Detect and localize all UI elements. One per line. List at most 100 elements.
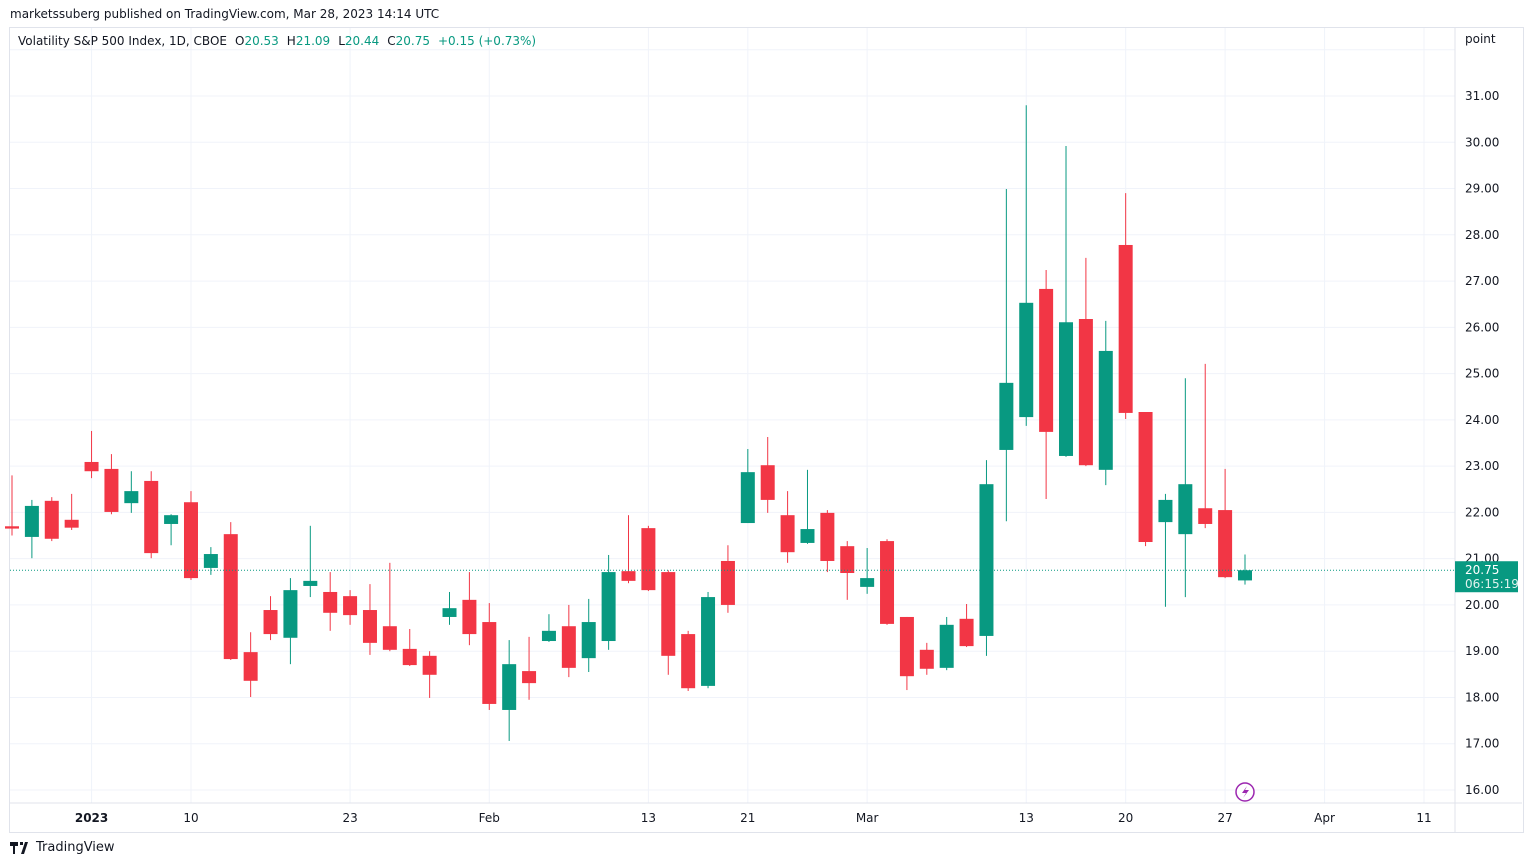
candle[interactable]: [999, 188, 1014, 522]
candle-body: [422, 655, 437, 675]
candle[interactable]: [1118, 193, 1133, 419]
candle[interactable]: [303, 525, 318, 598]
candle[interactable]: [323, 572, 338, 631]
low-label: L: [338, 34, 345, 48]
candle-body: [1039, 288, 1054, 432]
y-tick-label: 27.00: [1465, 274, 1499, 288]
candle[interactable]: [223, 522, 238, 660]
candle[interactable]: [402, 628, 417, 667]
candle-body: [1059, 322, 1074, 456]
candle[interactable]: [681, 630, 696, 691]
candle[interactable]: [1078, 257, 1093, 467]
last-price-badge: [1455, 561, 1518, 593]
candle[interactable]: [84, 430, 99, 479]
candle[interactable]: [44, 497, 59, 542]
candle[interactable]: [820, 510, 835, 573]
last-price-value: 20.75: [1465, 563, 1499, 577]
candle[interactable]: [442, 591, 457, 625]
candle[interactable]: [1198, 363, 1213, 529]
candle[interactable]: [720, 545, 735, 613]
candle[interactable]: [243, 632, 258, 698]
candle[interactable]: [1138, 412, 1153, 547]
tradingview-logo[interactable]: TradingView: [10, 840, 115, 855]
candle[interactable]: [5, 475, 19, 536]
candle[interactable]: [1098, 320, 1113, 486]
candle-body: [263, 610, 278, 635]
high-label: H: [286, 34, 296, 48]
candle[interactable]: [164, 514, 179, 546]
candle[interactable]: [183, 491, 198, 580]
candle[interactable]: [880, 539, 895, 625]
candle-body: [183, 502, 198, 579]
candle[interactable]: [502, 640, 517, 741]
candle[interactable]: [263, 596, 278, 641]
x-tick-label: 10: [183, 811, 198, 825]
candle[interactable]: [1237, 554, 1252, 585]
y-tick-label: 25.00: [1465, 367, 1499, 381]
candle-body: [1178, 484, 1193, 535]
candle[interactable]: [1059, 145, 1074, 457]
candle[interactable]: [124, 471, 139, 513]
candle[interactable]: [482, 603, 497, 710]
footer-brand: TradingView: [36, 840, 115, 855]
candle[interactable]: [780, 491, 795, 563]
candle-body: [979, 484, 994, 636]
candle[interactable]: [581, 598, 596, 673]
candle[interactable]: [661, 570, 676, 675]
candle[interactable]: [362, 584, 377, 655]
candle[interactable]: [343, 590, 358, 625]
candle[interactable]: [541, 614, 556, 642]
candle[interactable]: [800, 469, 815, 544]
candle-body: [959, 618, 974, 647]
candle-body: [860, 578, 875, 587]
high-value: 21.09: [295, 34, 331, 48]
candle-body: [243, 652, 258, 681]
y-tick-label: 29.00: [1465, 182, 1499, 196]
candle-body: [1158, 499, 1173, 523]
candle[interactable]: [203, 547, 218, 575]
candle-body: [701, 597, 716, 686]
candle[interactable]: [601, 554, 616, 650]
candle[interactable]: [701, 591, 716, 689]
candle[interactable]: [1218, 468, 1233, 579]
candle[interactable]: [1158, 493, 1173, 607]
candle[interactable]: [144, 471, 159, 559]
candle-body: [800, 529, 815, 543]
candle[interactable]: [382, 562, 397, 652]
candle[interactable]: [621, 515, 636, 584]
x-tick-label: Mar: [856, 811, 879, 825]
candle[interactable]: [64, 493, 79, 530]
lightning-bolt: [1242, 786, 1249, 798]
candle[interactable]: [1039, 269, 1054, 499]
candle[interactable]: [740, 449, 755, 524]
candle-body: [482, 622, 497, 704]
candle-body: [402, 648, 417, 666]
candle[interactable]: [979, 460, 994, 656]
candle-body: [681, 634, 696, 689]
candle[interactable]: [1019, 105, 1034, 426]
candle[interactable]: [919, 642, 934, 675]
lightning-event-icon[interactable]: [1235, 782, 1255, 802]
candle[interactable]: [760, 436, 775, 513]
candle[interactable]: [24, 499, 39, 559]
candle[interactable]: [641, 525, 656, 592]
close-label: C: [387, 34, 396, 48]
candle-body: [601, 572, 616, 642]
candle[interactable]: [462, 572, 477, 646]
candle-body: [561, 626, 576, 668]
candle[interactable]: [860, 548, 875, 594]
candle-body: [343, 596, 358, 616]
candle-body: [1237, 570, 1252, 581]
candle[interactable]: [522, 636, 537, 700]
candle[interactable]: [939, 616, 954, 671]
candle[interactable]: [899, 616, 914, 691]
candle-body: [999, 382, 1014, 450]
candle[interactable]: [283, 578, 298, 665]
candle[interactable]: [959, 604, 974, 648]
candle[interactable]: [1178, 378, 1193, 598]
x-tick-label: 11: [1416, 811, 1431, 825]
candle[interactable]: [561, 604, 576, 678]
candle[interactable]: [422, 651, 437, 698]
candle[interactable]: [104, 454, 119, 515]
